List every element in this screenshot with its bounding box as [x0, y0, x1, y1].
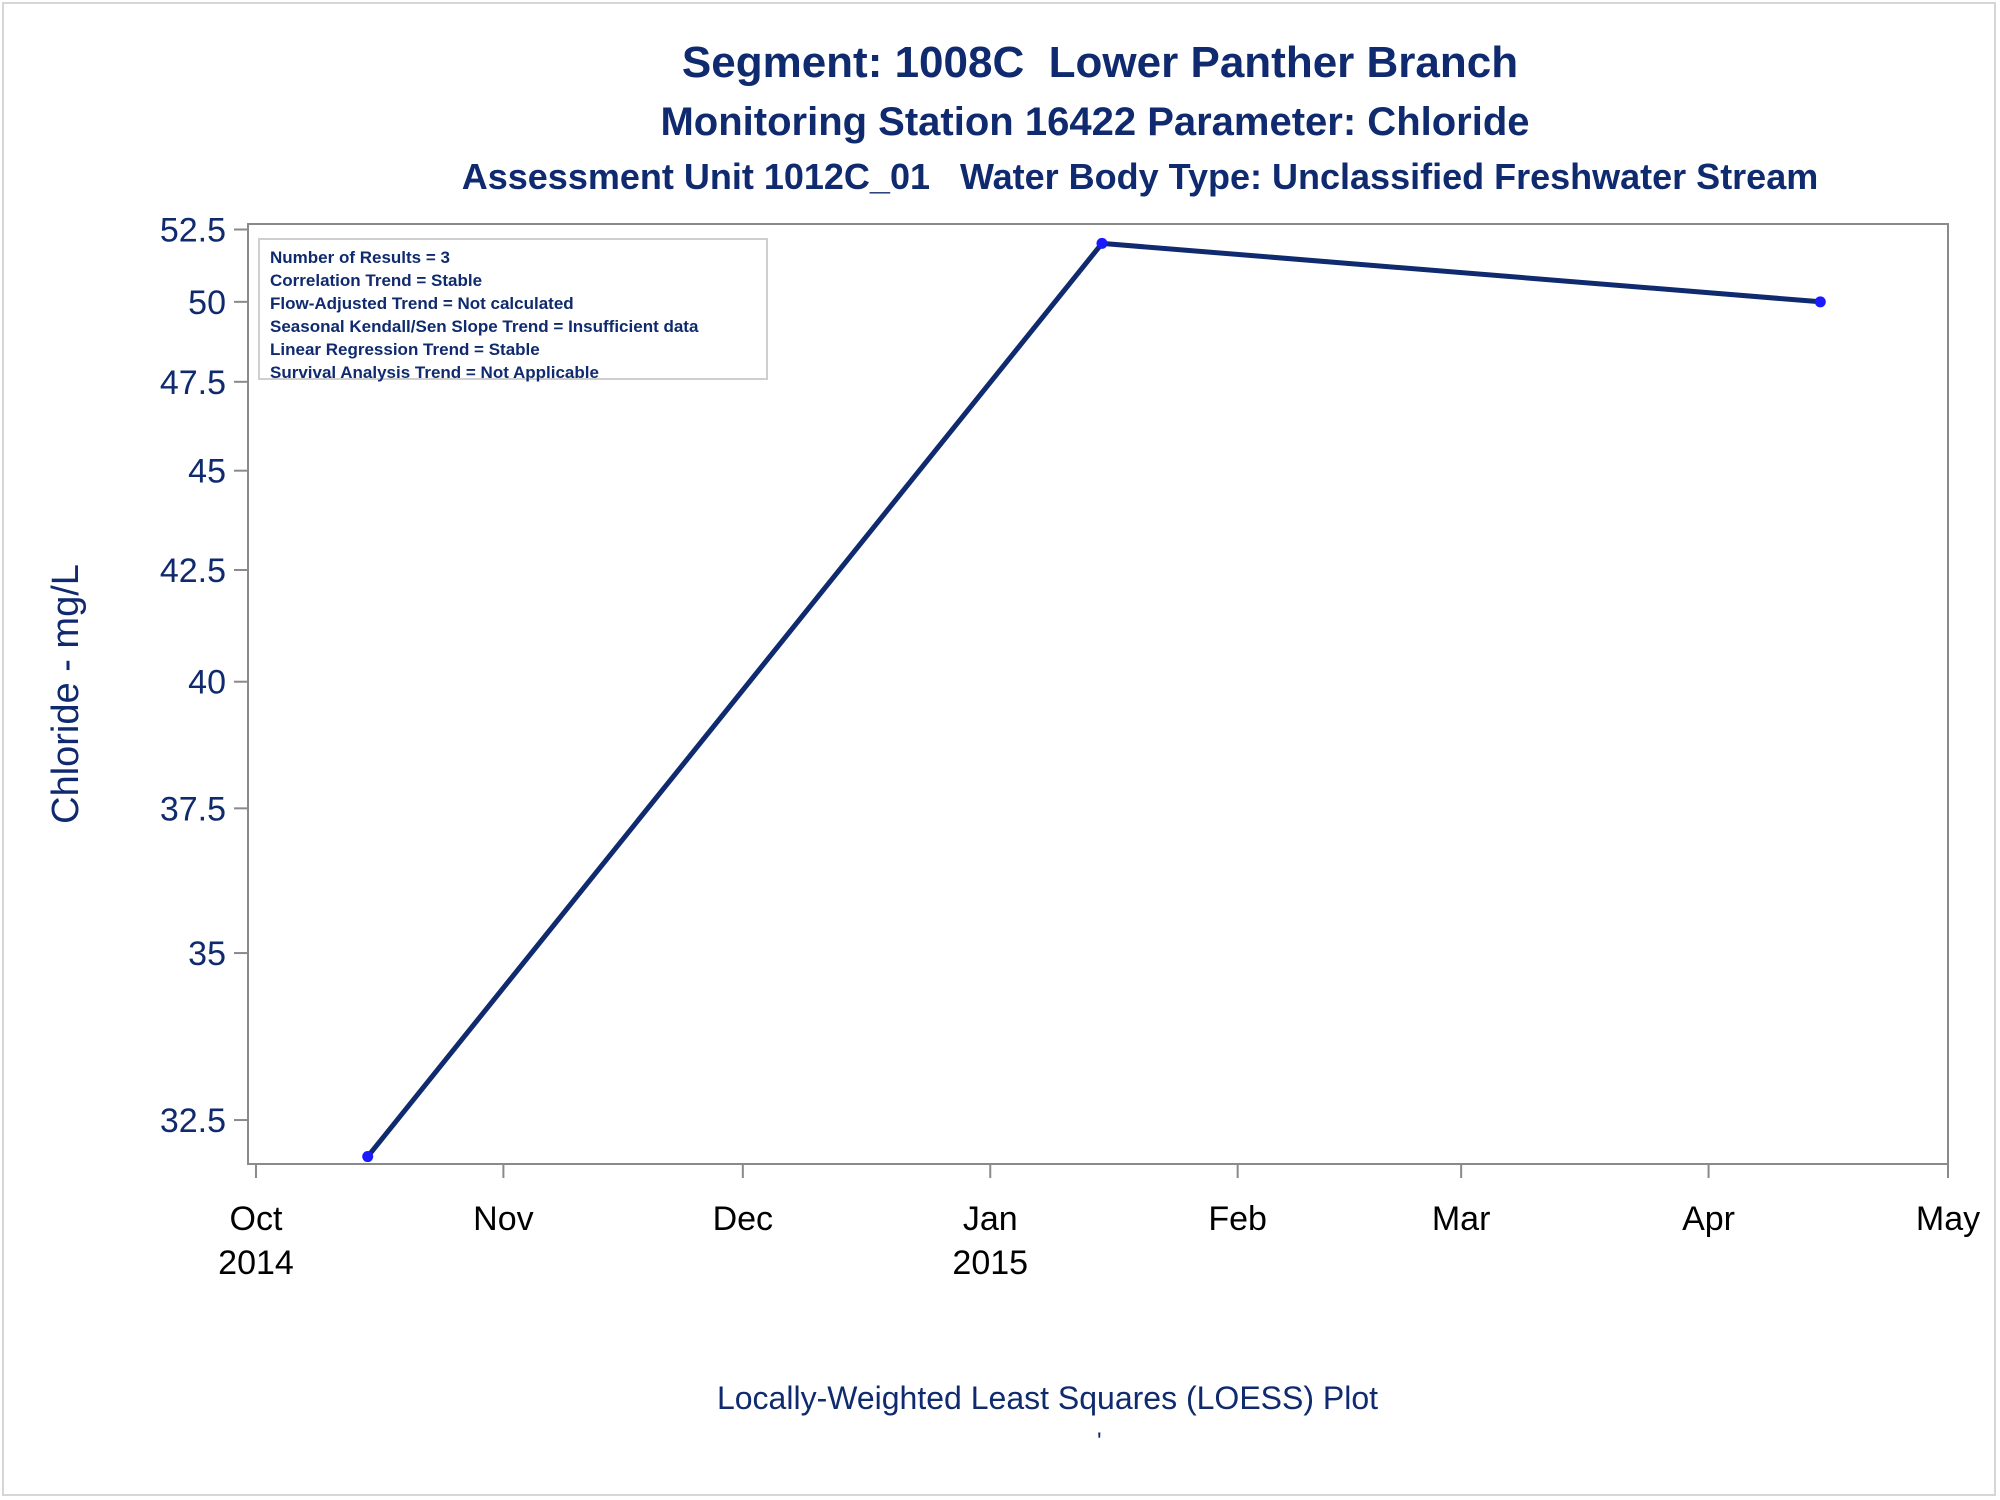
y-tick-label: 35: [188, 935, 226, 973]
y-axis-label: Chloride - mg/L: [45, 564, 87, 824]
stat-seasonal-kendall-trend: Seasonal Kendall/Sen Slope Trend = Insuf…: [270, 317, 699, 336]
y-tick-label: 42.5: [160, 552, 226, 590]
data-point-marker: [1096, 237, 1108, 249]
stat-correlation-trend: Correlation Trend = Stable: [270, 271, 483, 290]
x-tick-year-label: 2014: [218, 1244, 294, 1282]
stat-number-of-results: Number of Results = 3: [270, 248, 450, 267]
x-tick-label: Jan: [963, 1200, 1018, 1238]
y-tick-label: 40: [188, 664, 226, 702]
stat-flow-adjusted-trend: Flow-Adjusted Trend = Not calculated: [270, 294, 574, 313]
chart-subtitle-station: Monitoring Station 16422 Parameter: Chlo…: [660, 100, 1530, 144]
y-tick-label: 52.5: [160, 211, 226, 249]
x-tick-label: Mar: [1432, 1200, 1491, 1238]
x-tick-label: Nov: [473, 1200, 533, 1238]
plot-area-border: [247, 223, 1949, 1165]
x-tick-label: May: [1916, 1200, 1980, 1238]
chart-subtitle-assessment: Assessment Unit 1012C_01 Water Body Type…: [461, 156, 1819, 197]
x-tick-label: Dec: [713, 1200, 773, 1238]
y-tick-label: 47.5: [160, 364, 226, 402]
data-point-marker: [362, 1151, 374, 1163]
footnote-mark: ': [1097, 1428, 1102, 1455]
chart-title: Segment: 1008C Lower Panther Branch: [681, 38, 1519, 87]
stat-linear-regression-trend: Linear Regression Trend = Stable: [270, 340, 540, 359]
stat-survival-analysis-trend: Survival Analysis Trend = Not Applicable: [270, 363, 599, 382]
x-tick-label: Oct: [230, 1200, 283, 1238]
y-tick-label: 45: [188, 453, 226, 491]
plot-footnote: Locally-Weighted Least Squares (LOESS) P…: [716, 1380, 1379, 1416]
x-tick-year-label: 2015: [952, 1244, 1028, 1282]
x-tick-label: Apr: [1682, 1200, 1735, 1238]
trend-stats-box: Number of Results = 3 Correlation Trend …: [258, 238, 768, 382]
y-tick-label: 50: [188, 284, 226, 322]
y-tick-label: 32.5: [160, 1102, 226, 1140]
y-tick-label: 37.5: [160, 790, 226, 828]
x-tick-label: Feb: [1208, 1200, 1267, 1238]
data-point-marker: [1814, 296, 1826, 308]
